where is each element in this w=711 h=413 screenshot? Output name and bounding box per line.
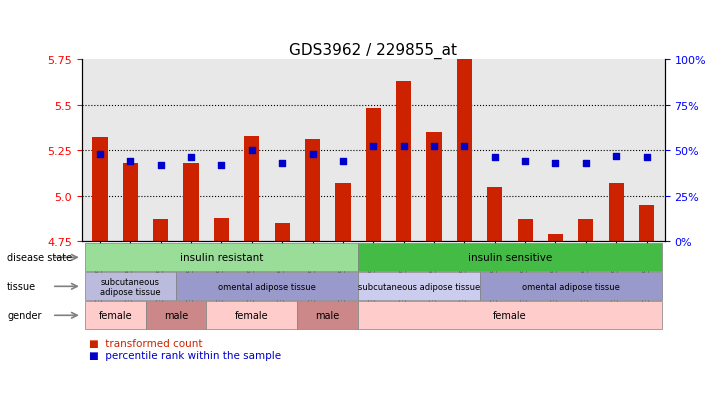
Bar	[578, 220, 594, 242]
Point	[550, 160, 561, 167]
Point	[368, 144, 379, 150]
Point	[246, 147, 257, 154]
Bar	[123, 164, 138, 242]
Text: disease state: disease state	[7, 253, 73, 263]
Point	[641, 155, 652, 161]
Text: male: male	[316, 311, 340, 320]
Point	[428, 144, 439, 150]
Text: ■  transformed count: ■ transformed count	[89, 338, 203, 348]
Point	[611, 153, 622, 159]
Point	[186, 155, 197, 161]
Bar	[396, 82, 411, 242]
Bar	[609, 183, 624, 242]
Text: female: female	[493, 311, 527, 320]
Text: insulin resistant: insulin resistant	[180, 253, 263, 263]
Point	[337, 158, 348, 165]
Text: tissue: tissue	[7, 282, 36, 292]
Bar	[153, 220, 169, 242]
Point	[277, 160, 288, 167]
Point	[215, 162, 227, 169]
Bar	[487, 187, 503, 242]
Text: ■  percentile rank within the sample: ■ percentile rank within the sample	[89, 351, 281, 361]
Text: subcutaneous adipose tissue: subcutaneous adipose tissue	[358, 282, 480, 291]
Bar	[305, 140, 320, 242]
Text: female: female	[235, 311, 269, 320]
Text: insulin sensitive: insulin sensitive	[468, 253, 552, 263]
Text: subcutaneous
adipose tissue: subcutaneous adipose tissue	[100, 277, 161, 296]
Point	[489, 155, 501, 161]
Point	[124, 158, 136, 165]
Point	[95, 151, 106, 158]
Bar	[183, 164, 198, 242]
Text: omental adipose tissue: omental adipose tissue	[522, 282, 619, 291]
Point	[398, 144, 410, 150]
Text: female: female	[98, 311, 132, 320]
Bar	[274, 223, 290, 242]
Point	[520, 158, 531, 165]
Bar	[518, 220, 533, 242]
Title: GDS3962 / 229855_at: GDS3962 / 229855_at	[289, 43, 457, 59]
Bar	[456, 45, 472, 242]
Point	[307, 151, 319, 158]
Point	[580, 160, 592, 167]
Bar	[365, 109, 381, 242]
Bar	[92, 138, 107, 242]
Text: gender: gender	[7, 311, 42, 320]
Bar	[427, 133, 442, 242]
Bar	[548, 234, 563, 242]
Bar	[244, 136, 260, 242]
Text: omental adipose tissue: omental adipose tissue	[218, 282, 316, 291]
Bar	[639, 205, 654, 242]
Point	[155, 162, 166, 169]
Point	[459, 144, 470, 150]
Bar	[336, 183, 351, 242]
Text: male: male	[164, 311, 188, 320]
Bar	[214, 218, 229, 242]
